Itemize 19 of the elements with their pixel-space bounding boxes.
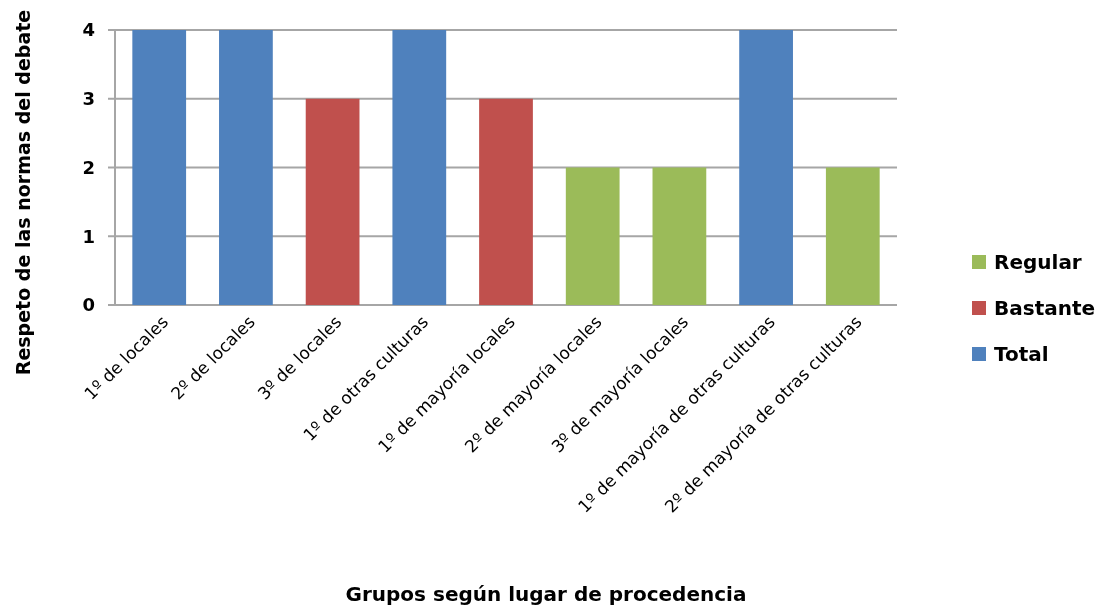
y-tick-label: 3: [82, 88, 95, 110]
y-tick-label: 2: [82, 156, 95, 178]
x-axis-title: Grupos según lugar de procedencia: [345, 582, 747, 606]
bar: [479, 98, 533, 305]
bar: [392, 30, 447, 305]
y-tick-label: 1: [82, 225, 95, 247]
bar: [652, 167, 707, 305]
y-tick-label: 4: [82, 19, 95, 41]
y-axis-title: Respeto de las normas del debate: [12, 9, 34, 376]
bar: [132, 30, 187, 305]
y-tick-label: 0: [82, 294, 95, 316]
legend-label: Bastante: [994, 296, 1096, 320]
bar: [825, 167, 880, 305]
bar: [219, 30, 273, 305]
legend-label: Total: [994, 342, 1049, 366]
bar: [739, 30, 793, 305]
legend-label: Regular: [994, 250, 1082, 274]
bar: [565, 167, 620, 305]
bar: [305, 98, 360, 305]
